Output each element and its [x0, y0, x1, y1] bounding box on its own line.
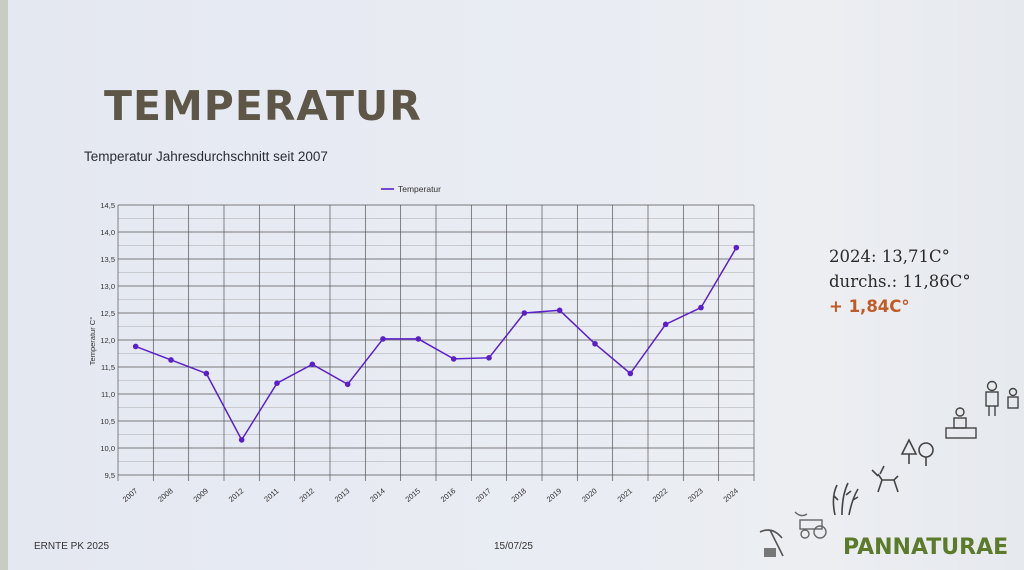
data-point	[592, 340, 598, 347]
data-point	[450, 356, 457, 362]
data-point	[698, 304, 704, 311]
data-point	[733, 244, 740, 251]
y-tick-label: 10,5	[100, 417, 115, 426]
y-tick-label: 11,5	[101, 363, 115, 372]
people-icon	[985, 380, 1019, 416]
data-point	[344, 381, 351, 388]
trees-icon	[900, 438, 934, 466]
footer-event: ERNTE PK 2025	[34, 541, 110, 552]
data-point	[309, 361, 316, 368]
y-tick-label: 10,0	[100, 444, 115, 453]
data-point	[486, 355, 492, 361]
temperature-line-chart: Temperatur Temperatur C° 14,5 14,0 13,5 13,…	[88, 184, 755, 504]
data-point	[415, 336, 422, 342]
data-point	[203, 370, 210, 377]
pickaxe-icon	[759, 529, 784, 557]
slide-edge	[0, 0, 8, 570]
y-tick-label: 14,5	[100, 201, 115, 210]
y-tick-label: 13,5	[100, 255, 115, 264]
y-tick-label: 11,0	[101, 390, 115, 399]
data-point	[168, 357, 174, 363]
stat-current-year: 2024: 13,71C°	[829, 247, 950, 266]
series-line	[135, 247, 737, 442]
stat-average: durchs.: 11,86C°	[829, 272, 971, 291]
data-point	[662, 321, 669, 328]
tractor-icon	[794, 511, 827, 539]
data-point	[556, 307, 563, 314]
data-point	[274, 380, 280, 386]
chart-title: Temperatur Jahresdurchschnitt seit 2007	[84, 149, 328, 164]
stat-delta: + 1,84C°	[829, 297, 910, 316]
data-point	[132, 343, 139, 350]
y-axis-label: Temperatur C°	[88, 317, 97, 365]
data-point	[380, 336, 386, 342]
data-point	[521, 310, 528, 316]
data-point	[627, 370, 634, 377]
stats-box: 2024: 13,71C° durchs.: 11,86C° + 1,84C°	[829, 244, 971, 319]
y-tick-label: 14,0	[100, 228, 115, 237]
worker-icon	[945, 407, 977, 439]
deer-icon	[871, 465, 899, 493]
brand-logo: PANNATURAE	[843, 535, 1009, 560]
y-tick-label: 13,0	[100, 282, 115, 291]
page-title: TEMPERATUR	[104, 82, 422, 130]
y-tick-label: 12,0	[100, 336, 115, 345]
y-tick-label: 9,5	[105, 471, 115, 480]
legend-label: Temperatur	[398, 184, 441, 194]
data-point	[238, 437, 245, 443]
y-tick-label: 12,5	[100, 309, 115, 318]
grain-icon	[832, 482, 859, 516]
chart-legend: Temperatur	[381, 184, 441, 194]
footer-date: 15/07/25	[494, 541, 533, 552]
